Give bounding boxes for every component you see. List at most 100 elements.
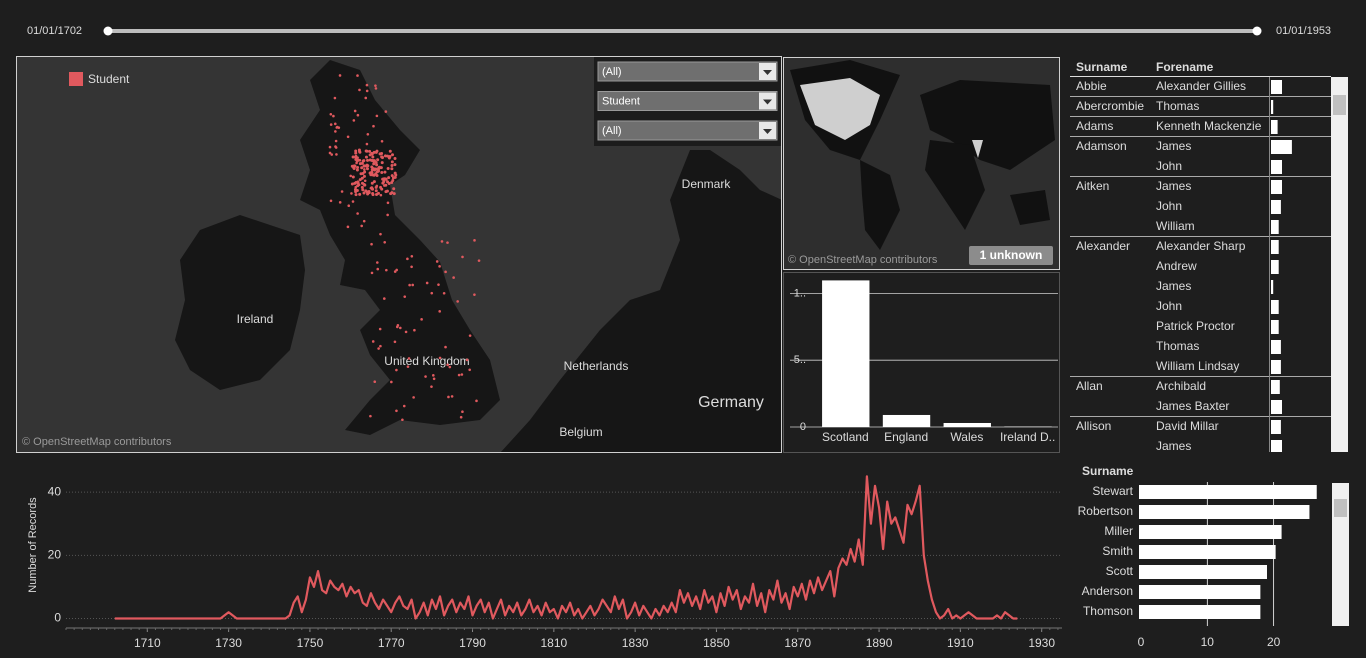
y-axis-label: Number of Records bbox=[27, 497, 39, 593]
legend-label: Student bbox=[88, 72, 130, 86]
location-dot bbox=[393, 175, 397, 179]
land bbox=[175, 215, 305, 390]
location-dot bbox=[328, 151, 332, 155]
y-tick-label: 40 bbox=[48, 484, 62, 498]
map-label: Netherlands bbox=[564, 359, 629, 373]
forename-cell: David Millar bbox=[1156, 419, 1219, 433]
land-highlight bbox=[800, 78, 880, 140]
world-map[interactable]: © OpenStreetMap contributors 1 unknown bbox=[783, 57, 1060, 270]
location-dot bbox=[369, 414, 372, 418]
location-dot bbox=[392, 192, 396, 196]
surname-cell: Allison bbox=[1076, 419, 1111, 433]
bar bbox=[1139, 485, 1317, 499]
forename-cell: John bbox=[1156, 159, 1182, 173]
location-dot bbox=[379, 344, 382, 348]
forename-cell: James bbox=[1156, 279, 1191, 293]
location-dot bbox=[468, 334, 472, 337]
y-tick-label: 0 bbox=[54, 611, 61, 625]
column-header: Forename bbox=[1156, 60, 1214, 74]
forename-cell: Archibald bbox=[1156, 379, 1206, 393]
location-dot bbox=[366, 192, 370, 196]
x-tick-label: 10 bbox=[1201, 635, 1215, 649]
location-dot bbox=[346, 225, 350, 229]
slider-handle[interactable] bbox=[103, 26, 113, 36]
location-dot bbox=[446, 241, 449, 244]
location-dot bbox=[383, 240, 387, 244]
location-dot bbox=[420, 318, 423, 321]
location-dot bbox=[448, 365, 452, 369]
map-border bbox=[16, 56, 782, 453]
attribution: © OpenStreetMap contributors bbox=[22, 436, 172, 448]
count-bar bbox=[1271, 140, 1292, 154]
location-dot bbox=[356, 113, 360, 117]
location-dot bbox=[395, 368, 398, 372]
location-dot bbox=[360, 185, 364, 189]
location-dot bbox=[361, 171, 365, 175]
scroll-thumb[interactable] bbox=[1333, 95, 1346, 115]
forename-cell: Patrick Proctor bbox=[1156, 319, 1235, 333]
x-tick-label: 1830 bbox=[622, 636, 649, 650]
location-dot bbox=[365, 167, 369, 171]
location-dot bbox=[475, 399, 478, 403]
location-dot bbox=[461, 410, 464, 414]
x-tick-label: 1890 bbox=[866, 636, 893, 650]
location-dot bbox=[362, 174, 366, 178]
location-dot bbox=[395, 409, 398, 413]
bar bbox=[882, 414, 931, 427]
location-dot bbox=[382, 177, 386, 181]
dropdown[interactable] bbox=[597, 91, 778, 111]
location-dot bbox=[444, 270, 447, 274]
location-dot bbox=[354, 157, 358, 161]
location-dot bbox=[350, 192, 353, 195]
location-dot bbox=[375, 114, 379, 118]
scrollbar[interactable] bbox=[1331, 77, 1348, 452]
land bbox=[925, 140, 985, 230]
location-dot bbox=[329, 123, 333, 126]
map-label: Denmark bbox=[682, 177, 732, 191]
scroll-thumb[interactable] bbox=[1334, 499, 1347, 517]
location-dot bbox=[371, 340, 375, 343]
location-dot bbox=[337, 126, 341, 129]
location-dot bbox=[461, 255, 464, 259]
location-dot bbox=[425, 281, 429, 285]
location-dot bbox=[371, 155, 375, 159]
location-dot bbox=[401, 418, 404, 422]
location-dot bbox=[438, 265, 441, 268]
location-dot bbox=[340, 190, 344, 193]
location-dot bbox=[374, 161, 378, 165]
location-dot bbox=[362, 219, 366, 223]
location-dot bbox=[373, 168, 377, 172]
dropdown[interactable] bbox=[597, 61, 778, 82]
location-dot bbox=[393, 163, 397, 167]
location-dot bbox=[430, 385, 433, 388]
bar bbox=[1139, 605, 1261, 619]
location-dot bbox=[386, 167, 390, 171]
location-dot bbox=[365, 83, 369, 87]
location-dot bbox=[393, 157, 397, 161]
slider-handle[interactable] bbox=[1252, 26, 1262, 36]
count-bar bbox=[1271, 420, 1281, 434]
count-bar bbox=[1271, 360, 1281, 374]
map-label: Belgium bbox=[559, 425, 602, 439]
location-dot bbox=[408, 283, 411, 287]
forename-cell: Thomas bbox=[1156, 99, 1199, 113]
location-dot bbox=[361, 159, 365, 163]
location-dot bbox=[377, 165, 381, 169]
location-dot bbox=[438, 310, 441, 313]
location-dot bbox=[335, 153, 338, 156]
dropdown[interactable] bbox=[597, 120, 778, 141]
scrollbar[interactable] bbox=[1332, 483, 1349, 626]
map[interactable]: Student Denmark Ireland United Kingdom N… bbox=[16, 56, 782, 453]
location-dot bbox=[432, 377, 436, 381]
x-tick-label: 1810 bbox=[540, 636, 567, 650]
location-dot bbox=[371, 173, 375, 177]
location-dot bbox=[362, 164, 366, 168]
location-dot bbox=[390, 174, 394, 178]
location-dot bbox=[377, 347, 380, 350]
bar bbox=[1139, 565, 1267, 579]
x-tick-label: 1770 bbox=[378, 636, 405, 650]
location-dot bbox=[385, 268, 388, 272]
unknown-badge[interactable] bbox=[969, 246, 1053, 265]
forename-cell: Andrew bbox=[1156, 259, 1197, 273]
